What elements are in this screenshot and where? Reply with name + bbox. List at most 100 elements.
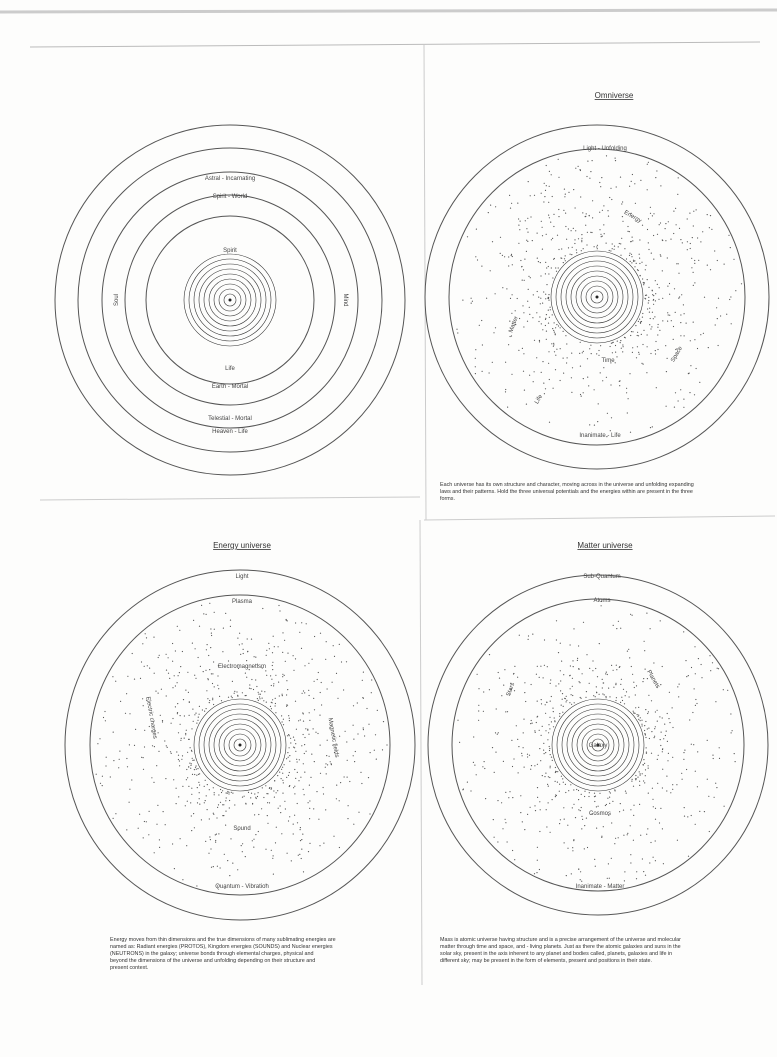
stipple-dot	[655, 340, 657, 343]
stipple-dot	[551, 799, 553, 801]
stipple-dot	[558, 176, 560, 178]
stipple-dot	[564, 697, 566, 699]
stipple-dot	[304, 692, 306, 694]
stipple-dot	[579, 682, 581, 684]
stipple-dot	[618, 242, 620, 245]
stipple-dot	[212, 673, 214, 675]
stipple-dot	[142, 698, 144, 700]
stipple-dot	[209, 836, 211, 838]
stipple-dot	[213, 686, 215, 688]
stipple-dot	[644, 782, 646, 784]
stipple-dot	[198, 798, 200, 800]
stipple-dot	[655, 177, 657, 179]
core-ring	[575, 275, 619, 319]
stipple-dot	[539, 303, 541, 305]
stipple-dot	[708, 830, 710, 833]
stipple-dot	[302, 733, 304, 736]
stipple-dot	[635, 779, 637, 781]
stipple-dot	[627, 230, 629, 232]
stipple-dot	[553, 257, 556, 260]
stipple-dot	[530, 683, 532, 686]
stipple-dot	[610, 250, 612, 252]
stipple-dot	[594, 865, 596, 867]
stipple-dot	[658, 287, 660, 289]
diagram-label: Inanimate - Matter	[576, 884, 625, 890]
stipple-dot	[605, 671, 607, 673]
stipple-dot	[595, 667, 597, 670]
stipple-dot	[666, 790, 668, 792]
stipple-dot	[546, 666, 548, 668]
stipple-dot	[550, 174, 552, 176]
stipple-dot	[509, 207, 512, 209]
stipple-dot	[626, 834, 628, 836]
stipple-dot	[263, 796, 265, 799]
stipple-dot	[210, 647, 212, 649]
stipple-dot	[593, 389, 595, 391]
stipple-dot	[577, 165, 579, 167]
stipple-dot	[205, 613, 207, 616]
stipple-dot	[459, 741, 461, 744]
stipple-dot	[218, 833, 220, 835]
stipple-dot	[563, 818, 565, 820]
stipple-dot	[553, 225, 555, 228]
stipple-dot	[619, 342, 621, 344]
caption-line: laws and their patterns. Hold the three …	[440, 489, 693, 495]
stipple-dot	[197, 719, 199, 721]
stipple-dot	[559, 670, 561, 672]
stipple-dot	[566, 699, 568, 701]
stipple-dot	[195, 768, 197, 770]
stipple-dot	[325, 763, 327, 765]
stipple-dot	[714, 324, 716, 326]
stipple-dot	[635, 325, 637, 327]
stipple-dot	[571, 352, 573, 354]
stipple-dot	[527, 756, 529, 758]
stipple-dot	[645, 294, 648, 296]
stipple-dot	[486, 297, 488, 299]
stipple-dot	[655, 293, 657, 295]
stipple-dot	[626, 650, 629, 652]
stipple-dot	[579, 393, 582, 396]
stipple-dot	[521, 752, 523, 755]
stipple-dot	[139, 813, 141, 815]
stipple-dot	[156, 765, 158, 767]
stipple-dot	[491, 241, 494, 243]
stipple-dot	[657, 348, 659, 351]
stipple-dot	[511, 255, 513, 258]
stipple-dot	[644, 769, 647, 771]
stipple-dot	[559, 715, 561, 717]
caption-line: present context.	[110, 965, 148, 971]
diagram-label: Sub-Quantum	[583, 574, 620, 580]
stipple-dot	[644, 650, 646, 652]
stipple-dot	[179, 723, 181, 725]
stipple-dot	[188, 738, 190, 741]
stipple-dot	[673, 406, 676, 408]
stipple-dot	[362, 727, 364, 729]
stipple-dot	[509, 335, 511, 338]
stipple-dot	[538, 729, 540, 731]
stipple-dot	[689, 392, 691, 394]
stipple-dot	[660, 731, 662, 733]
stipple-dot	[188, 785, 190, 788]
stipple-dot	[692, 284, 694, 286]
stipple-dot	[194, 714, 196, 716]
stipple-dot	[180, 666, 182, 668]
stipple-dot	[683, 807, 685, 809]
stipple-dot	[623, 834, 625, 836]
stipple-dot	[282, 632, 284, 634]
panel-title: Omniverse	[595, 91, 634, 100]
diagram-label: Quantum - Vibration	[215, 884, 269, 890]
stipple-dot	[217, 684, 219, 686]
stipple-dot	[586, 846, 589, 849]
stipple-dot	[548, 378, 550, 381]
stipple-dot	[229, 625, 231, 628]
stipple-dot	[369, 813, 371, 815]
stipple-dot	[653, 234, 655, 237]
stipple-dot	[286, 852, 288, 854]
stipple-dot	[651, 731, 653, 733]
stipple-dot	[622, 809, 625, 811]
stipple-dot	[635, 357, 638, 359]
stipple-dot	[190, 815, 192, 817]
stipple-dot	[553, 322, 555, 324]
stipple-dot	[172, 717, 174, 720]
stipple-dot	[642, 681, 644, 683]
